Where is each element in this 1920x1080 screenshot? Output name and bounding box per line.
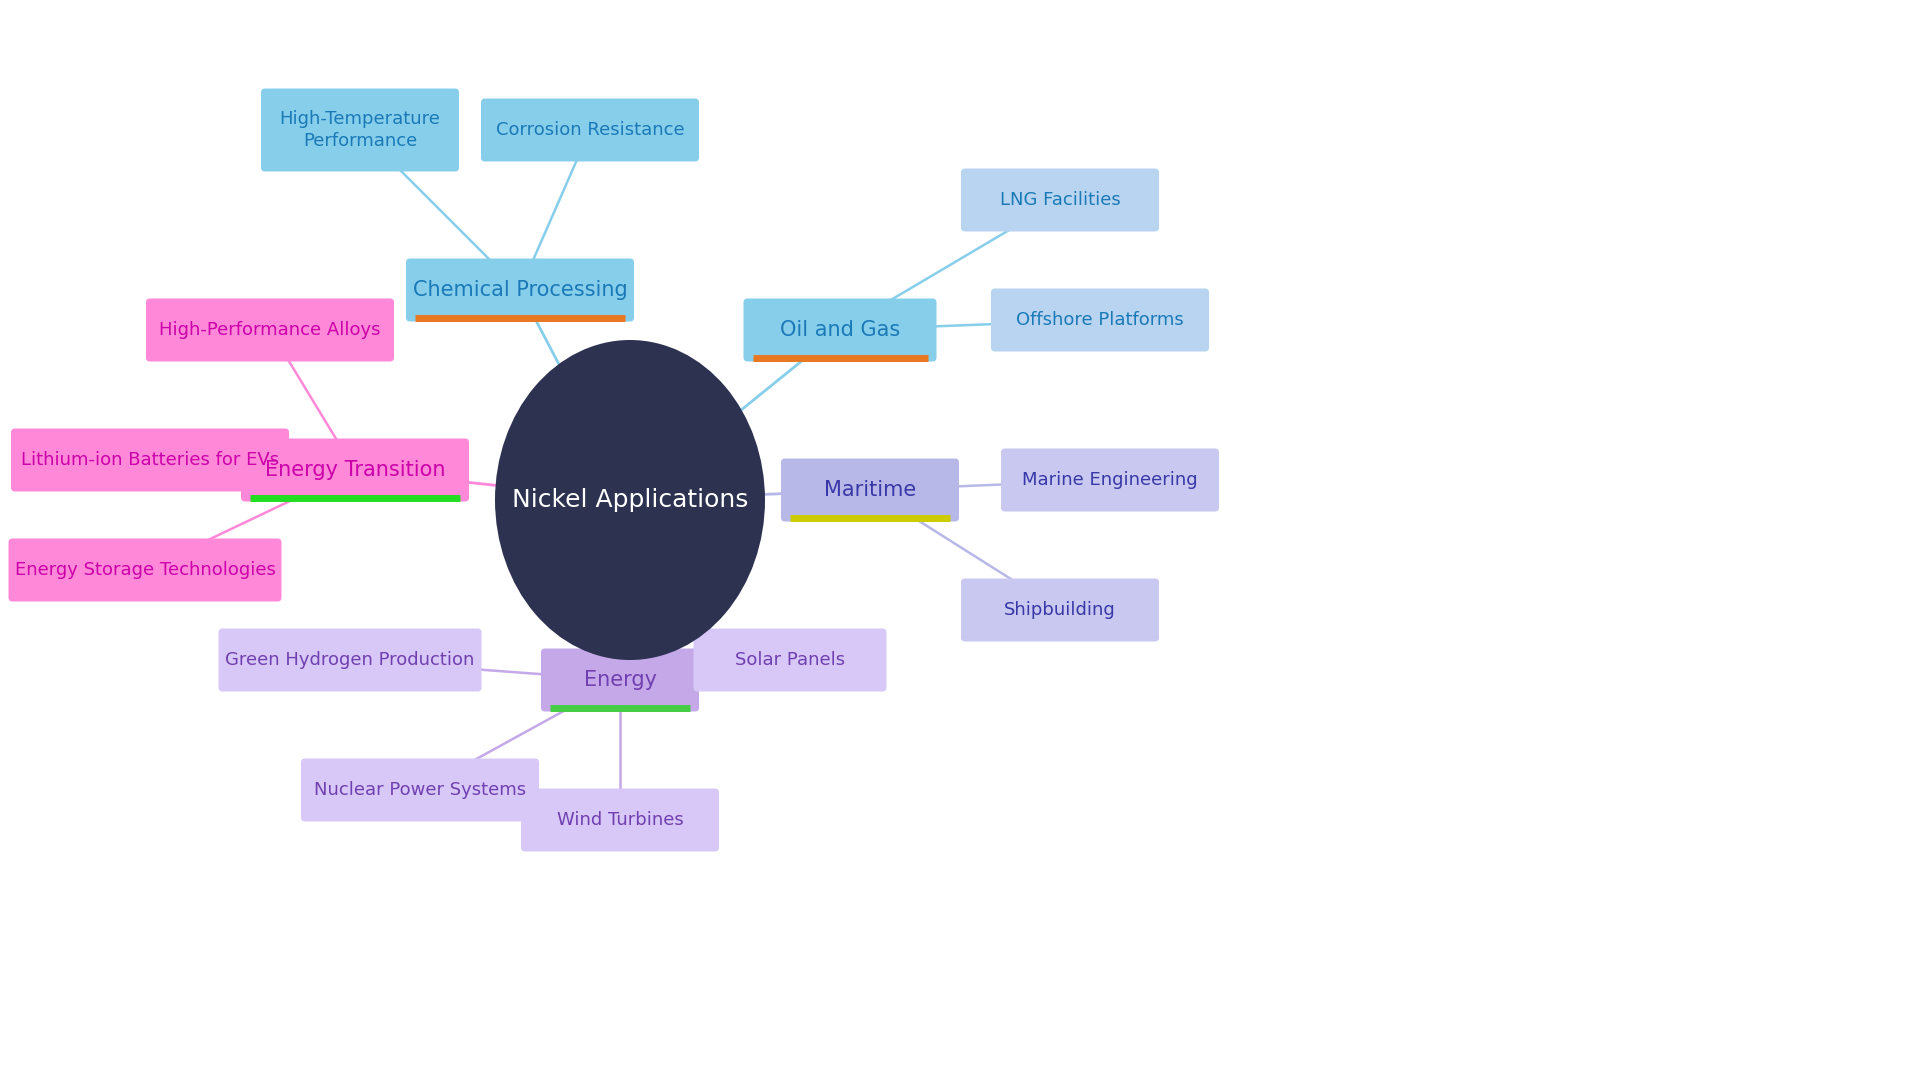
Text: Marine Engineering: Marine Engineering (1021, 471, 1198, 489)
Text: High-Temperature
Performance: High-Temperature Performance (280, 110, 440, 150)
FancyBboxPatch shape (405, 258, 634, 322)
FancyBboxPatch shape (962, 579, 1160, 642)
Text: Energy Storage Technologies: Energy Storage Technologies (15, 561, 275, 579)
Text: Chemical Processing: Chemical Processing (413, 280, 628, 300)
Text: Nuclear Power Systems: Nuclear Power Systems (315, 781, 526, 799)
Text: High-Performance Alloys: High-Performance Alloys (159, 321, 380, 339)
Text: Corrosion Resistance: Corrosion Resistance (495, 121, 684, 139)
FancyBboxPatch shape (962, 168, 1160, 231)
FancyBboxPatch shape (693, 629, 887, 691)
Text: LNG Facilities: LNG Facilities (1000, 191, 1121, 210)
FancyBboxPatch shape (781, 459, 958, 522)
Text: Green Hydrogen Production: Green Hydrogen Production (225, 651, 474, 669)
FancyBboxPatch shape (8, 539, 282, 602)
Text: Nickel Applications: Nickel Applications (513, 488, 749, 512)
Text: Energy: Energy (584, 670, 657, 690)
FancyBboxPatch shape (242, 438, 468, 501)
Text: Wind Turbines: Wind Turbines (557, 811, 684, 829)
FancyBboxPatch shape (541, 648, 699, 712)
Text: Oil and Gas: Oil and Gas (780, 320, 900, 340)
Ellipse shape (495, 340, 764, 660)
Text: Offshore Platforms: Offshore Platforms (1016, 311, 1185, 329)
FancyBboxPatch shape (991, 288, 1210, 351)
Text: Shipbuilding: Shipbuilding (1004, 600, 1116, 619)
FancyBboxPatch shape (146, 298, 394, 362)
Text: Energy Transition: Energy Transition (265, 460, 445, 480)
FancyBboxPatch shape (12, 429, 290, 491)
Text: Solar Panels: Solar Panels (735, 651, 845, 669)
FancyBboxPatch shape (301, 758, 540, 822)
FancyBboxPatch shape (520, 788, 718, 851)
FancyBboxPatch shape (482, 98, 699, 162)
FancyBboxPatch shape (1000, 448, 1219, 512)
FancyBboxPatch shape (261, 89, 459, 172)
FancyBboxPatch shape (219, 629, 482, 691)
Text: Lithium-ion Batteries for EVs: Lithium-ion Batteries for EVs (21, 451, 278, 469)
FancyBboxPatch shape (743, 298, 937, 362)
Text: Maritime: Maritime (824, 480, 916, 500)
